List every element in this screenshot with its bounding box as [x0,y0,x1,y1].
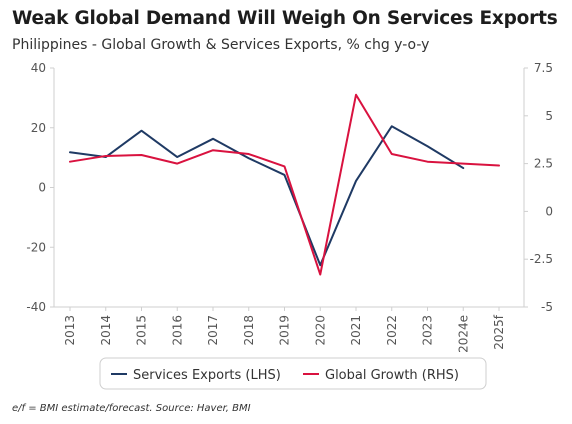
x-tick-label: 2019 [278,315,292,346]
right-tick-label: -2.5 [530,252,553,266]
x-tick-label: 2025f [492,314,506,350]
series-line-global-growth [69,93,500,276]
series-line-services-exports [69,125,465,267]
x-tick-label: 2014 [99,315,113,346]
legend-label: Global Growth (RHS) [325,368,459,383]
right-tick-label: 0 [545,204,553,218]
legend-label: Services Exports (LHS) [133,368,281,383]
x-tick-label: 2024e [456,315,470,353]
series-lines [69,93,500,276]
x-tick-label: 2016 [170,315,184,346]
left-tick-label: -20 [26,240,46,254]
chart-subtitle: Philippines - Global Growth & Services E… [12,37,430,53]
x-tick-label: 2018 [242,315,256,346]
x-tick-label: 2021 [349,315,363,346]
right-tick-label: 5 [545,109,553,123]
left-tick-label: 0 [38,181,46,195]
x-tick-label: 2013 [63,315,77,346]
right-axis-ticks: 7.5 5 2.5 0 -2.5 -5 [524,61,553,314]
chart-title: Weak Global Demand Will Weigh On Service… [12,8,558,29]
left-tick-label: -40 [26,300,46,314]
x-tick-label: 2023 [421,315,435,346]
right-tick-label: 7.5 [534,61,553,75]
source-footnote: e/f = BMI estimate/forecast. Source: Hav… [12,403,251,414]
chart-legend: Services Exports (LHS) Global Growth (RHS… [99,357,487,390]
x-tick-label: 2020 [313,315,327,346]
right-tick-label: 2.5 [534,157,553,171]
left-tick-label: 20 [31,121,46,135]
left-axis-ticks: 40 20 0 -20 -40 [26,61,54,314]
x-axis-ticks: 2013 2014 2015 2016 2017 2018 2019 2020 2021 2022… [63,307,506,353]
x-tick-label: 2022 [385,315,399,346]
right-tick-label: -5 [541,300,553,314]
left-tick-label: 40 [31,61,46,75]
x-tick-label: 2015 [135,315,149,346]
x-tick-label: 2017 [206,315,220,346]
legend-box [99,357,487,390]
